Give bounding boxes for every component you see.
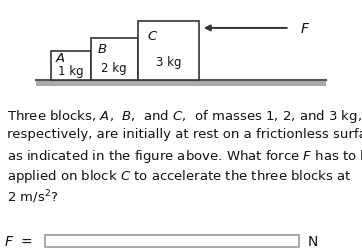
Bar — [138, 22, 199, 80]
Bar — [90, 39, 138, 80]
Bar — [51, 51, 90, 80]
Text: Three blocks, $A$,  $B$,  and $C$,  of masses 1, 2, and 3 kg,: Three blocks, $A$, $B$, and $C$, of mass… — [7, 107, 362, 124]
Text: 1 kg: 1 kg — [58, 65, 83, 78]
Bar — [36, 80, 326, 86]
Text: N: N — [308, 234, 318, 248]
Text: 2 m/s$^2$?: 2 m/s$^2$? — [7, 188, 59, 205]
Text: $F$: $F$ — [300, 22, 311, 36]
Text: applied on block $C$ to accelerate the three blocks at: applied on block $C$ to accelerate the t… — [7, 168, 352, 185]
Text: 3 kg: 3 kg — [156, 56, 181, 69]
Text: $A$: $A$ — [55, 52, 66, 65]
Text: respectively, are initially at rest on a frictionless surface: respectively, are initially at rest on a… — [7, 128, 362, 140]
FancyBboxPatch shape — [45, 235, 299, 247]
Text: 2 kg: 2 kg — [101, 61, 127, 74]
Text: $F$  =: $F$ = — [4, 234, 33, 248]
Text: $C$: $C$ — [147, 30, 159, 43]
Text: $B$: $B$ — [97, 43, 108, 56]
Text: as indicated in the figure above. What force $F$ has to be: as indicated in the figure above. What f… — [7, 148, 362, 165]
